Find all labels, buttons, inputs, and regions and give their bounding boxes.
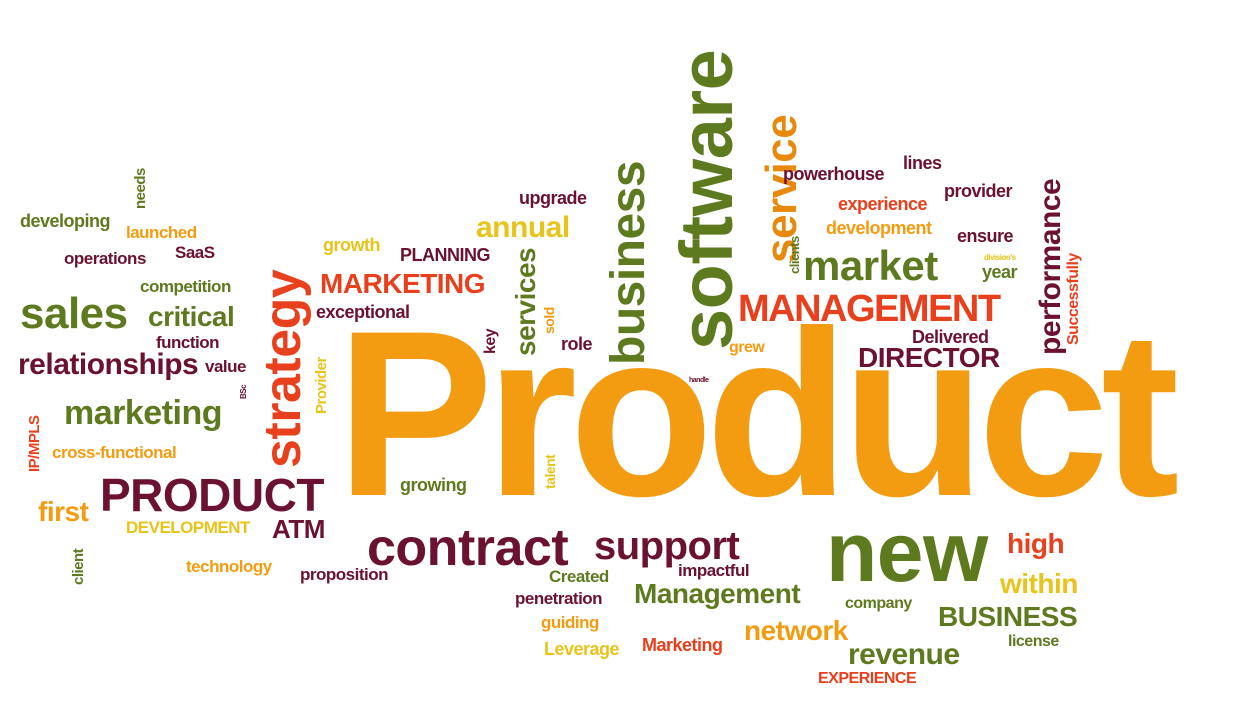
word-year: year bbox=[982, 262, 1018, 282]
word-services: services bbox=[510, 247, 541, 356]
word-saas: SaaS bbox=[175, 243, 215, 262]
word-marketing: marketing bbox=[64, 394, 223, 432]
word-marketing-title: Marketing bbox=[642, 635, 723, 655]
word-successfully: Successfully bbox=[1065, 253, 1082, 345]
word-ip-mpls: IP/MPLS bbox=[26, 415, 43, 472]
word-operations: operations bbox=[64, 249, 146, 268]
word-developing: developing bbox=[20, 211, 111, 231]
word-cross-functional: cross-functional bbox=[52, 443, 177, 462]
word-first: first bbox=[38, 496, 89, 527]
word-revenue: revenue bbox=[848, 638, 960, 671]
word-leverage: Leverage bbox=[544, 639, 620, 659]
word-product: Product bbox=[336, 282, 1180, 546]
word-experience-caps: EXPERIENCE bbox=[818, 670, 917, 687]
word-new: new bbox=[826, 505, 988, 599]
word-bsc: BSc bbox=[239, 384, 248, 399]
word-management-caps: MANAGEMENT bbox=[738, 288, 1001, 330]
word-growth: growth bbox=[323, 235, 381, 255]
word-talent: talent bbox=[542, 454, 558, 489]
word-business-caps: BUSINESS bbox=[938, 601, 1078, 632]
word-technology: technology bbox=[186, 557, 272, 576]
word-development: development bbox=[826, 218, 932, 238]
word-penetration: penetration bbox=[515, 589, 603, 608]
word-within: within bbox=[1000, 568, 1078, 599]
word-support: support bbox=[594, 524, 740, 568]
word-growing: growing bbox=[400, 475, 467, 495]
word-provider-cap: Provider bbox=[313, 357, 330, 414]
word-lines: lines bbox=[903, 153, 942, 173]
word-product-caps: PRODUCT bbox=[100, 469, 324, 521]
word-exceptional: exceptional bbox=[316, 302, 410, 322]
word-guiding: guiding bbox=[541, 613, 599, 632]
word-critical: critical bbox=[148, 301, 235, 332]
word-contract: contract bbox=[367, 519, 569, 577]
word-market: market bbox=[803, 242, 938, 289]
word-upgrade: upgrade bbox=[519, 188, 587, 208]
word-client: client bbox=[70, 548, 87, 585]
word-needs: needs bbox=[132, 168, 149, 209]
word-provider: provider bbox=[944, 181, 1013, 201]
word-value: value bbox=[205, 357, 246, 376]
word-handle: handle bbox=[689, 377, 709, 384]
word-impactful: impactful bbox=[678, 561, 750, 580]
word-high: high bbox=[1007, 528, 1065, 559]
word-delivered: Delivered bbox=[912, 327, 989, 347]
word-sold: sold bbox=[541, 307, 557, 334]
word-clients: clients bbox=[787, 236, 802, 274]
word-marketing-caps: MARKETING bbox=[320, 268, 486, 299]
word-license: license bbox=[1008, 633, 1059, 650]
word-key: key bbox=[482, 328, 499, 354]
word-relationships: relationships bbox=[18, 348, 199, 381]
word-atm: ATM bbox=[272, 514, 325, 544]
word-director: DIRECTOR bbox=[858, 342, 1000, 373]
word-business: business bbox=[602, 160, 655, 365]
word-divisions: division's bbox=[984, 253, 1016, 262]
word-company: company bbox=[845, 595, 912, 612]
word-proposition: proposition bbox=[300, 565, 388, 584]
word-ensure: ensure bbox=[957, 226, 1014, 246]
word-role: role bbox=[561, 334, 593, 354]
word-created: Created bbox=[549, 567, 609, 586]
word-launched: launched bbox=[126, 223, 197, 242]
word-strategy: strategy bbox=[254, 269, 312, 468]
word-grew: grew bbox=[729, 339, 765, 356]
word-function: function bbox=[156, 333, 220, 352]
word-experience: experience bbox=[838, 194, 928, 214]
word-planning: PLANNING bbox=[400, 245, 491, 265]
word-powerhouse: powerhouse bbox=[783, 164, 885, 184]
word-sales: sales bbox=[20, 289, 128, 338]
word-management: Management bbox=[634, 578, 801, 609]
word-network: network bbox=[744, 615, 848, 646]
word-annual: annual bbox=[476, 211, 570, 244]
word-development-caps: DEVELOPMENT bbox=[126, 518, 250, 537]
word-competition: competition bbox=[140, 277, 231, 296]
